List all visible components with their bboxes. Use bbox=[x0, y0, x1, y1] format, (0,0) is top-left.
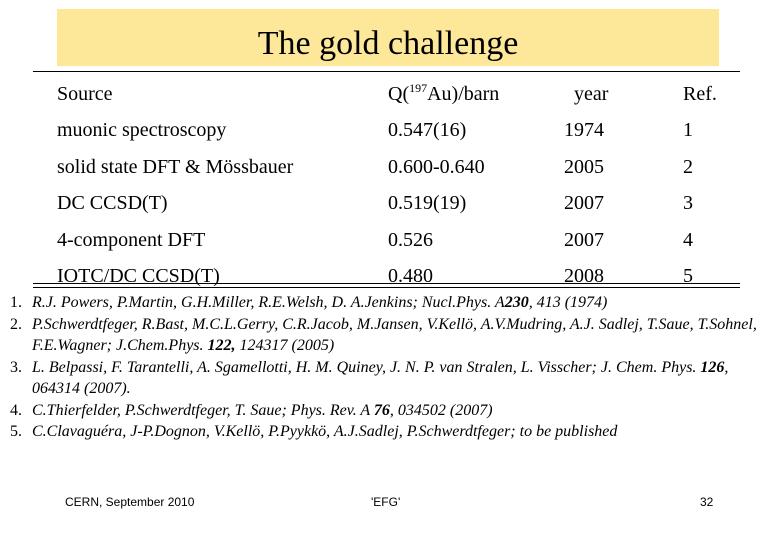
row-q: 0.600-0.640 bbox=[388, 155, 485, 178]
row-ref: 5 bbox=[683, 265, 693, 288]
table-row: IOTC/DC CCSD(T) 0.480 2008 5 bbox=[33, 259, 740, 296]
title-banner: The gold challenge bbox=[57, 9, 719, 66]
row-source: 4-component DFT bbox=[57, 228, 206, 251]
table-bottom-rule-2 bbox=[33, 287, 740, 288]
reference-number: 4. bbox=[10, 401, 22, 419]
quadrupole-table: Source Q(197Au)/barn year Ref. muonic sp… bbox=[33, 76, 740, 295]
table-header-row: Source Q(197Au)/barn year Ref. bbox=[33, 76, 740, 113]
row-source: muonic spectroscopy bbox=[57, 119, 227, 142]
row-year: 2007 bbox=[564, 228, 604, 251]
row-year: 2005 bbox=[564, 155, 604, 178]
row-q: 0.547(16) bbox=[388, 119, 467, 142]
reference-list: 1. R.J. Powers, P.Martin, G.H.Miller, R.… bbox=[10, 292, 770, 443]
table-row: solid state DFT & Mössbauer 0.600-0.640 … bbox=[33, 149, 740, 186]
row-ref: 2 bbox=[683, 155, 693, 178]
table-row: DC CCSD(T) 0.519(19) 2007 3 bbox=[33, 186, 740, 223]
row-year: 1974 bbox=[564, 119, 604, 142]
reference-item: 5. C.Clavaguéra, J-P.Dognon, V.Kellö, P.… bbox=[10, 421, 770, 443]
row-q: 0.480 bbox=[388, 265, 433, 288]
row-ref: 3 bbox=[683, 192, 693, 215]
page-number: 32 bbox=[700, 495, 714, 509]
footer-event: CERN, September 2010 bbox=[65, 495, 195, 509]
header-source: Source bbox=[57, 82, 113, 105]
reference-item: 4. C.Thierfelder, P.Schwerdtfeger, T. Sa… bbox=[10, 400, 770, 422]
row-year: 2007 bbox=[564, 192, 604, 215]
reference-item: 2. P.Schwerdtfeger, R.Bast, M.C.L.Gerry,… bbox=[10, 315, 757, 355]
row-year: 2008 bbox=[564, 265, 604, 288]
row-q: 0.526 bbox=[388, 228, 433, 251]
table-row: 4-component DFT 0.526 2007 4 bbox=[33, 222, 740, 259]
header-year: year bbox=[574, 82, 609, 105]
row-ref: 1 bbox=[683, 119, 693, 142]
header-ref: Ref. bbox=[683, 82, 717, 105]
row-ref: 4 bbox=[683, 228, 693, 251]
row-source: DC CCSD(T) bbox=[57, 192, 168, 215]
row-source: solid state DFT & Mössbauer bbox=[57, 155, 294, 178]
reference-item: 1. R.J. Powers, P.Martin, G.H.Miller, R.… bbox=[10, 292, 770, 314]
reference-number: 1. bbox=[10, 294, 22, 311]
reference-item: 3. L. Belpassi, F. Tarantelli, A. Sgamel… bbox=[10, 358, 729, 398]
row-q: 0.519(19) bbox=[388, 192, 467, 215]
reference-number: 5. bbox=[10, 423, 22, 440]
header-q: Q(197Au)/barn bbox=[388, 80, 500, 105]
table-top-rule bbox=[33, 71, 740, 72]
reference-number: 2. bbox=[10, 315, 22, 333]
row-source: IOTC/DC CCSD(T) bbox=[57, 265, 220, 288]
footer-topic: 'EFG' bbox=[371, 495, 401, 509]
table-row: muonic spectroscopy 0.547(16) 1974 1 bbox=[33, 113, 740, 150]
slide-title: The gold challenge bbox=[257, 25, 519, 62]
reference-number: 3. bbox=[10, 358, 22, 376]
table-bottom-rule bbox=[33, 283, 740, 284]
